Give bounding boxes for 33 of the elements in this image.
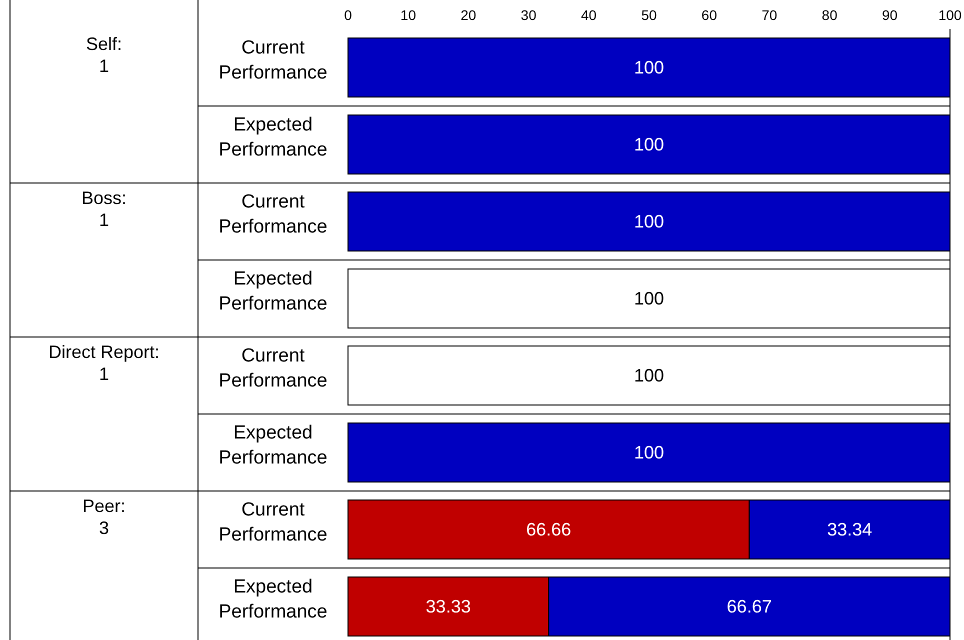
data-label: 100 — [634, 442, 664, 462]
x-tick-label: 90 — [882, 7, 898, 23]
x-tick-label: 70 — [762, 7, 778, 23]
y-tick-label: Expected Performance — [218, 114, 328, 160]
x-tick-label: 100 — [938, 7, 962, 23]
y-tick-label: Expected Performance — [218, 576, 328, 622]
y-tick-label: Current Performance — [218, 346, 328, 392]
x-tick-label: 10 — [400, 7, 416, 23]
y-tick-label: Expected Performance — [218, 422, 328, 468]
y-tick-label: Current Performance — [218, 38, 328, 84]
x-tick-label: 30 — [520, 7, 537, 23]
text: Peer: 3 — [82, 496, 126, 538]
y-tick-label: Current Performance — [218, 500, 328, 546]
data-label: 66.67 — [726, 596, 772, 616]
x-tick-label: 20 — [460, 7, 476, 23]
text: Direct Report: 1 — [48, 342, 160, 384]
data-label: 33.33 — [426, 596, 471, 616]
text: Self: 1 — [86, 34, 122, 76]
data-label: 66.66 — [526, 520, 572, 540]
x-tick-label: 80 — [822, 7, 838, 23]
x-tick-label: 0 — [344, 7, 352, 23]
data-label: 100 — [634, 212, 664, 232]
x-tick-label: 50 — [641, 7, 657, 23]
x-tick-label: 60 — [701, 7, 718, 23]
y-tick-label: Expected Performance — [218, 268, 328, 314]
data-label: 100 — [634, 366, 664, 386]
y-tick-label: Current Performance — [218, 192, 328, 238]
x-tick-label: 40 — [581, 7, 597, 23]
data-label: 100 — [634, 58, 664, 78]
data-label: 100 — [634, 134, 664, 154]
text: Boss: 1 — [81, 188, 127, 230]
data-label: 100 — [634, 288, 664, 308]
data-label: 33.34 — [827, 520, 872, 540]
